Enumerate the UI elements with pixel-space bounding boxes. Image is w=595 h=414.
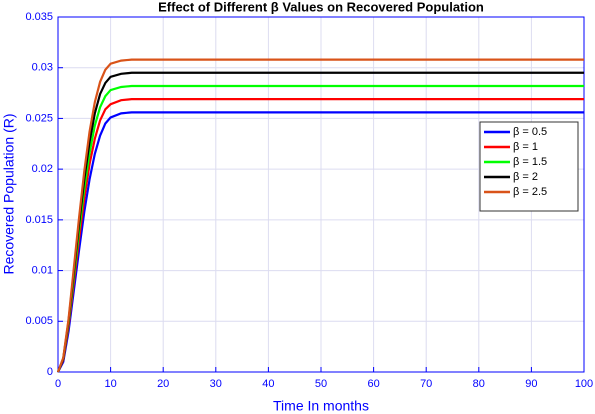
legend-label: β = 1.5 <box>513 156 547 168</box>
y-tick-label: 0 <box>47 366 53 378</box>
x-tick-label: 10 <box>104 378 116 390</box>
legend-label: β = 1 <box>513 141 538 153</box>
x-axis-label: Time In months <box>273 398 369 414</box>
x-tick-label: 50 <box>315 378 327 390</box>
x-tick-label: 60 <box>367 378 379 390</box>
plot-frame <box>57 16 585 373</box>
legend-label: β = 2 <box>513 171 538 183</box>
x-tick-label: 0 <box>55 378 61 390</box>
y-tick-label: 0.03 <box>32 62 53 74</box>
x-tick-label: 100 <box>575 378 593 390</box>
x-tick-label: 30 <box>210 378 222 390</box>
y-tick-label: 0.035 <box>25 11 53 23</box>
legend-label: β = 2.5 <box>513 186 547 198</box>
legend-label: β = 0.5 <box>513 126 547 138</box>
x-tick-label: 80 <box>473 378 485 390</box>
x-tick-label: 70 <box>420 378 432 390</box>
y-tick-label: 0.005 <box>25 315 53 327</box>
x-tick-label: 40 <box>262 378 274 390</box>
y-axis-label: Recovered Population (R) <box>1 113 17 274</box>
y-tick-label: 0.01 <box>32 264 53 276</box>
legend: β = 0.5 β = 1 β = 1.5 β = 2 β = 2.5 <box>479 121 579 212</box>
x-tick-label: 20 <box>157 378 169 390</box>
chart-title: Effect of Different β Values on Recovere… <box>158 0 484 14</box>
y-tick-label: 0.015 <box>25 214 53 226</box>
series-line <box>56 58 584 373</box>
x-tick-label: 90 <box>525 378 537 390</box>
series-line <box>57 111 584 373</box>
y-tick-label: 0.025 <box>25 112 53 124</box>
y-tick-label: 0.02 <box>32 163 53 175</box>
legend-box <box>479 121 579 212</box>
